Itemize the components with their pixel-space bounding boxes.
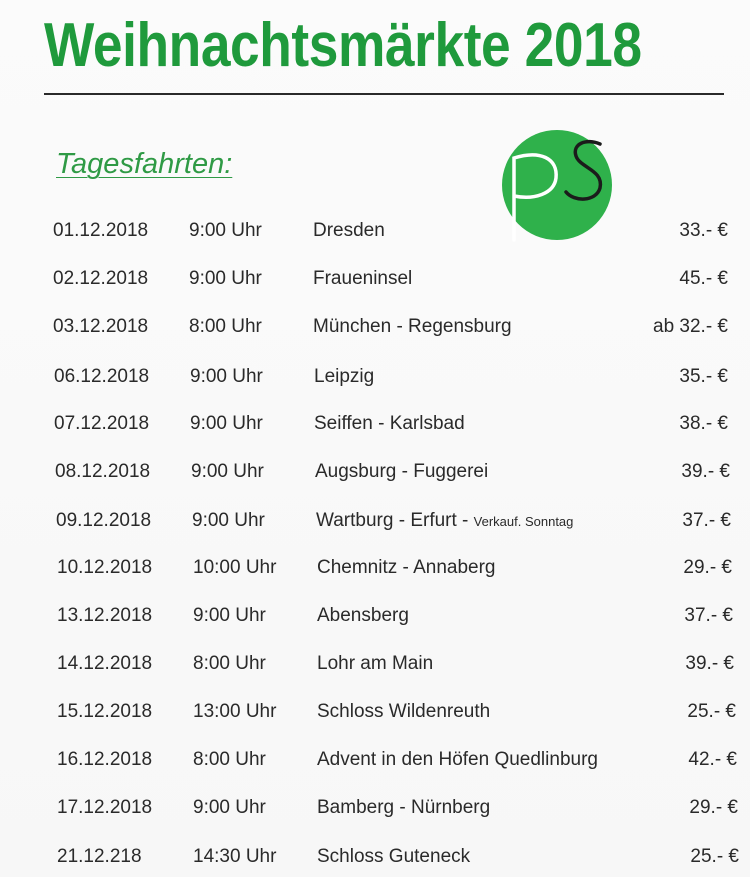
trip-time: 9:00 Uhr xyxy=(190,366,263,387)
trip-destination-cell: Bamberg - Nürnberg xyxy=(317,797,490,819)
trip-time: 10:00 Uhr xyxy=(193,557,277,578)
trip-price: 33.- € xyxy=(679,220,728,241)
trip-destination-cell: Leipzig xyxy=(314,366,374,388)
trip-destination-cell: Wartburg - Erfurt - Verkauf. Sonntag xyxy=(316,510,573,532)
trip-destination-cell: Augsburg - Fuggerei xyxy=(315,461,488,483)
table-row: 02.12.2018 9:00 Uhr 45.- € Fraueninsel xyxy=(53,268,728,298)
trip-destination: Leipzig xyxy=(314,366,375,387)
trip-time: 8:00 Uhr xyxy=(193,653,266,674)
trip-time: 9:00 Uhr xyxy=(192,510,265,531)
table-row: 14.12.2018 8:00 Uhr 39.- € Lohr am Main xyxy=(57,653,734,683)
trip-time: 13:00 Uhr xyxy=(193,701,277,722)
trip-destination: Bamberg - Nürnberg xyxy=(317,797,491,818)
trip-destination-cell: Dresden xyxy=(313,220,385,242)
trip-destination: Dresden xyxy=(313,220,385,241)
trip-date: 17.12.2018 xyxy=(57,797,153,818)
table-row: 08.12.2018 9:00 Uhr 39.- € Augsburg - Fugge… xyxy=(55,461,730,491)
table-row: 16.12.2018 8:00 Uhr 42.- € Advent in den Hö… xyxy=(57,749,737,779)
trip-destination: München - Regensburg xyxy=(313,316,512,337)
trip-date: 21.12.218 xyxy=(57,846,142,867)
trip-destination-cell: Schloss Guteneck xyxy=(317,846,470,868)
trip-price: 45.- € xyxy=(679,268,728,289)
title-divider xyxy=(44,93,724,95)
trip-destination-cell: Fraueninsel xyxy=(313,268,412,290)
table-row: 15.12.2018 13:00 Uhr 25.- € Schloss Wildenr… xyxy=(57,701,736,731)
trip-price: 37.- € xyxy=(684,605,733,626)
trip-destination: Fraueninsel xyxy=(313,268,413,289)
trip-time: 9:00 Uhr xyxy=(193,797,266,818)
trip-time: 9:00 Uhr xyxy=(190,413,263,434)
trip-date: 10.12.2018 xyxy=(57,557,153,578)
trip-destination: Abensberg xyxy=(317,605,409,626)
trip-time: 9:00 Uhr xyxy=(191,461,264,482)
trip-time: 8:00 Uhr xyxy=(193,749,266,770)
trip-destination: Chemnitz - Annaberg xyxy=(317,557,496,578)
table-row: 01.12.2018 9:00 Uhr 33.- € Dresden xyxy=(53,220,728,250)
trip-time: 8:00 Uhr xyxy=(189,316,262,337)
trip-price: 25.- € xyxy=(690,846,739,867)
trip-price: 39.- € xyxy=(681,461,730,482)
trip-destination-cell: Schloss Wildenreuth xyxy=(317,701,490,723)
trip-price: 42.- € xyxy=(688,749,737,770)
trip-date: 09.12.2018 xyxy=(56,510,152,531)
trip-date: 03.12.2018 xyxy=(53,316,149,337)
trip-destination-cell: Chemnitz - Annaberg xyxy=(317,557,496,579)
trip-time: 9:00 Uhr xyxy=(189,268,262,289)
table-row: 03.12.2018 8:00 Uhr ab 32.- € München - Reg… xyxy=(53,316,728,346)
trip-destination-cell: Lohr am Main xyxy=(317,653,433,675)
trip-price: 29.- € xyxy=(689,797,738,818)
trip-time: 14:30 Uhr xyxy=(193,846,277,867)
trip-date: 13.12.2018 xyxy=(57,605,153,626)
trip-date: 06.12.2018 xyxy=(54,366,150,387)
trip-destination-cell: München - Regensburg xyxy=(313,316,512,338)
trip-time: 9:00 Uhr xyxy=(189,220,262,241)
trip-price: 25.- € xyxy=(687,701,736,722)
ps-logo-icon xyxy=(502,130,612,242)
table-row: 13.12.2018 9:00 Uhr 37.- € Abensberg xyxy=(57,605,733,635)
trip-price: ab 32.- € xyxy=(653,316,728,337)
page-title: Weihnachtsmärkte 2018 xyxy=(44,11,642,80)
trip-destination-cell: Advent in den Höfen Quedlinburg xyxy=(317,749,598,771)
trip-destination: Schloss Guteneck xyxy=(317,846,471,867)
trip-price: 35.- € xyxy=(679,366,728,387)
table-row: 09.12.2018 9:00 Uhr 37.- € Wartburg - Erfur… xyxy=(56,510,731,540)
trip-destination: Seiffen - Karlsbad xyxy=(314,413,465,434)
trip-date: 16.12.2018 xyxy=(57,749,153,770)
trip-destination: Schloss Wildenreuth xyxy=(317,701,491,722)
trip-date: 08.12.2018 xyxy=(55,461,151,482)
trip-price: 38.- € xyxy=(679,413,728,434)
trip-date: 14.12.2018 xyxy=(57,653,153,674)
trip-price: 39.- € xyxy=(685,653,734,674)
trip-date: 07.12.2018 xyxy=(54,413,150,434)
trip-price: 29.- € xyxy=(683,557,732,578)
trip-destination: Wartburg - Erfurt - xyxy=(316,510,474,531)
table-row: 21.12.218 14:30 Uhr 25.- € Schloss Guteneck xyxy=(57,846,739,876)
trip-date: 01.12.2018 xyxy=(53,220,149,241)
trip-date: 02.12.2018 xyxy=(53,268,149,289)
trip-note: Verkauf. Sonntag xyxy=(473,514,574,529)
table-row: 07.12.2018 9:00 Uhr 38.- € Seiffen - Karlsb… xyxy=(54,413,728,443)
trip-price: 37.- € xyxy=(682,510,731,531)
table-row: 06.12.2018 9:00 Uhr 35.- € Leipzig xyxy=(54,366,728,396)
trip-destination-cell: Seiffen - Karlsbad xyxy=(314,413,465,435)
trip-destination-cell: Abensberg xyxy=(317,605,409,627)
table-row: 10.12.2018 10:00 Uhr 29.- € Chemnitz - Anna… xyxy=(57,557,732,587)
trip-date: 15.12.2018 xyxy=(57,701,153,722)
section-heading: Tagesfahrten: xyxy=(56,148,233,180)
trip-time: 9:00 Uhr xyxy=(193,605,266,626)
trip-destination: Advent in den Höfen Quedlinburg xyxy=(317,749,598,770)
trip-destination: Augsburg - Fuggerei xyxy=(315,461,489,482)
table-row: 17.12.2018 9:00 Uhr 29.- € Bamberg - Nürnbe… xyxy=(57,797,738,827)
trip-destination: Lohr am Main xyxy=(317,653,434,674)
